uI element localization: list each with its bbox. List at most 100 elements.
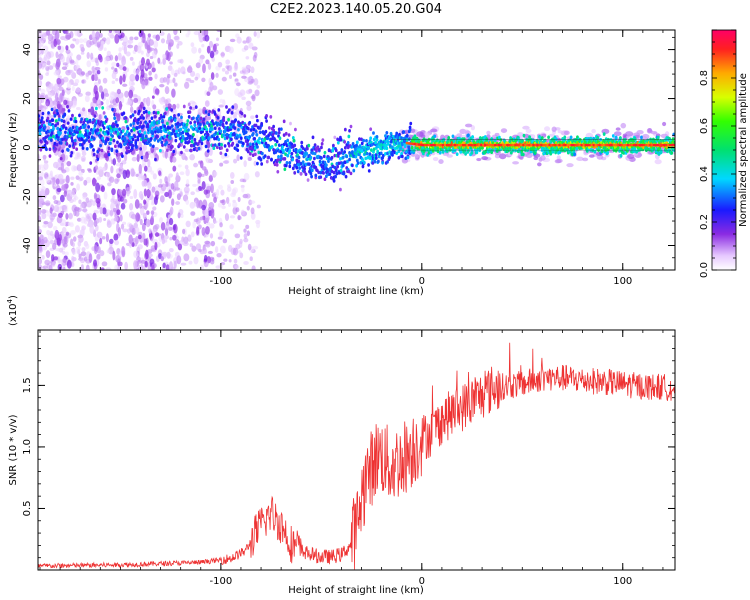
ridge-point	[369, 136, 373, 141]
spectral-speckle	[164, 86, 170, 95]
spectral-speckle	[74, 206, 80, 212]
ridge-point	[216, 121, 220, 126]
ridge-point	[133, 134, 137, 139]
spectral-speckle	[165, 264, 170, 270]
spectral-speckle	[135, 74, 140, 82]
ridge-point	[372, 150, 375, 154]
ridge-point	[469, 146, 473, 150]
ridge-point	[222, 133, 226, 138]
spectral-speckle	[228, 244, 233, 252]
spectral-speckle	[202, 63, 206, 74]
spectral-speckle	[224, 70, 230, 75]
spectral-speckle	[172, 103, 177, 110]
spectral-speckle	[166, 175, 171, 183]
ridge-point	[181, 130, 185, 135]
spectral-speckle	[139, 101, 144, 109]
ridge-point	[187, 102, 191, 107]
spectral-speckle	[103, 191, 108, 200]
ridge-point	[330, 155, 334, 160]
ridge-point	[192, 116, 195, 120]
spectral-speckle	[165, 50, 170, 61]
spectral-speckle	[145, 151, 149, 160]
spectral-speckle	[138, 203, 143, 209]
spectral-speckle	[168, 217, 174, 226]
spectral-speckle	[245, 224, 250, 230]
ridge-point	[267, 155, 271, 160]
spectral-speckle	[42, 45, 49, 52]
ridge-point	[367, 146, 370, 151]
ridge-point	[159, 125, 163, 130]
spectral-speckle	[57, 173, 64, 182]
spectral-speckle	[185, 199, 190, 205]
ridge-point	[74, 119, 78, 124]
spectral-speckle	[90, 52, 94, 60]
ridge-point	[331, 148, 335, 153]
spectral-speckle	[104, 67, 109, 72]
spectral-speckle	[82, 194, 87, 200]
ridge-point	[222, 118, 226, 123]
ridge-point	[334, 148, 338, 153]
spectral-speckle	[72, 98, 77, 106]
spectral-speckle	[93, 192, 97, 200]
spectral-speckle	[100, 267, 105, 270]
spectral-speckle	[121, 188, 127, 197]
spectral-speckle	[77, 240, 82, 247]
ridge-point	[48, 154, 52, 158]
ridge-point	[118, 132, 122, 137]
spectral-speckle	[135, 173, 139, 177]
spectral-speckle	[540, 133, 545, 138]
spectral-speckle	[247, 80, 254, 85]
ridge-point	[182, 104, 186, 109]
ridge-point	[112, 138, 116, 143]
spectral-speckle	[137, 244, 143, 250]
ridge-point	[282, 150, 285, 155]
ridge-point	[352, 168, 356, 173]
ridge-point	[384, 143, 388, 148]
spectral-speckle	[168, 261, 174, 270]
spectral-speckle	[38, 236, 41, 245]
ridge-point	[356, 161, 360, 165]
spectral-speckle	[230, 171, 235, 179]
ridge-point	[275, 131, 278, 135]
ridge-point	[143, 131, 147, 135]
spectral-speckle	[247, 76, 252, 82]
spectral-speckle	[169, 236, 173, 241]
spectral-speckle	[85, 91, 91, 96]
spectral-speckle	[55, 92, 59, 103]
ridge-point	[139, 120, 143, 125]
spectral-speckle	[141, 57, 146, 66]
spectral-speckle	[152, 206, 157, 211]
ridge-point	[45, 102, 49, 107]
spectral-speckle	[180, 262, 187, 266]
spectral-speckle	[217, 89, 224, 95]
ridge-point	[377, 159, 380, 164]
spectral-speckle	[198, 58, 204, 64]
ridge-point	[233, 126, 237, 130]
spectral-speckle	[114, 178, 119, 184]
ridge-point	[256, 118, 259, 123]
spectral-speckle	[195, 134, 199, 140]
ridge-point	[320, 145, 323, 150]
spectral-speckle	[253, 78, 259, 86]
ridge-point	[219, 129, 223, 134]
ridge-point	[354, 154, 358, 159]
ridge-point	[165, 107, 169, 111]
spectral-speckle	[75, 38, 80, 45]
spectral-speckle	[75, 87, 81, 93]
ridge-point	[212, 146, 216, 151]
spectral-speckle	[162, 262, 166, 269]
ridge-point	[333, 135, 337, 140]
ridge-point	[333, 153, 337, 158]
ridge-point	[158, 116, 162, 121]
ridge-point	[277, 143, 281, 147]
spectral-speckle	[140, 50, 144, 55]
ridge-point	[134, 141, 138, 145]
spectral-speckle	[92, 259, 98, 267]
ridge-point	[402, 130, 406, 134]
ridge-point	[254, 129, 258, 133]
ridge-point	[371, 161, 375, 165]
ridge-point	[249, 128, 253, 132]
spectral-speckle	[38, 208, 42, 216]
ridge-point	[298, 148, 302, 152]
ridge-point	[253, 152, 257, 157]
